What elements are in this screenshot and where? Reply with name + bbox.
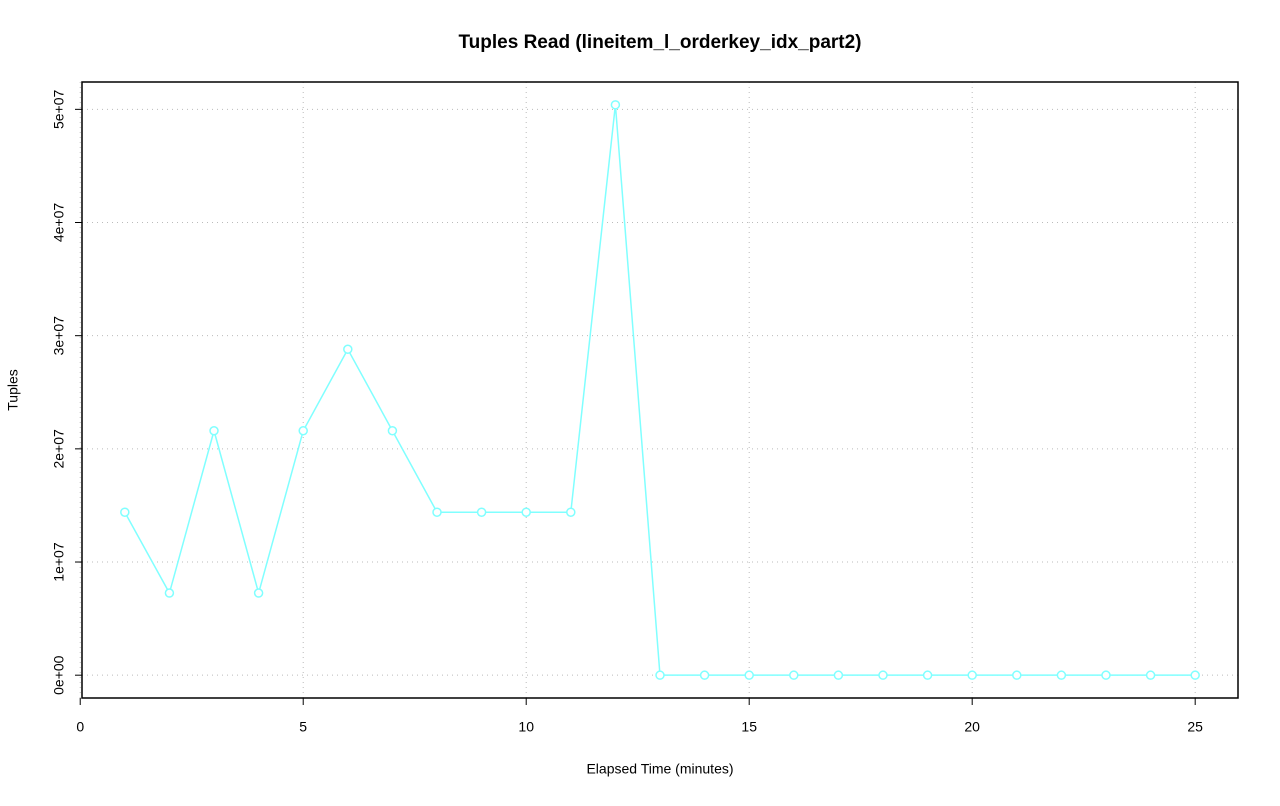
series-line	[124, 104, 1196, 676]
point	[1101, 670, 1111, 680]
point	[566, 507, 576, 517]
point	[476, 507, 487, 517]
point	[209, 425, 219, 436]
chart-title: Tuples Read (lineitem_l_orderkey_idx_par…	[458, 32, 861, 53]
y-tick-label: 3e+07	[51, 316, 67, 356]
point	[521, 507, 531, 517]
x-tick-label: 5	[299, 719, 307, 735]
y-axis-label: Tuples	[5, 369, 21, 411]
plot-frame	[81, 81, 1239, 699]
point	[878, 670, 888, 680]
y-tick-label: 4e+07	[51, 203, 67, 243]
y-tick-label: 2e+07	[51, 429, 67, 469]
x-tick-label: 0	[76, 719, 84, 735]
point	[744, 670, 754, 680]
point	[1056, 670, 1067, 680]
x-tick-label: 25	[1187, 719, 1203, 735]
x-tick-label: 20	[964, 719, 980, 735]
point	[253, 588, 264, 598]
point	[343, 344, 353, 355]
point	[1145, 670, 1156, 680]
point	[120, 507, 130, 517]
y-tick-label: 0e+00	[51, 655, 67, 695]
point	[298, 425, 308, 436]
point	[432, 507, 442, 517]
point	[387, 425, 398, 436]
y-tick-label: 1e+07	[51, 542, 67, 582]
point	[655, 670, 665, 680]
point	[1190, 670, 1200, 680]
point	[833, 670, 844, 680]
x-tick-label: 10	[518, 719, 534, 735]
point	[610, 100, 621, 110]
point	[967, 670, 977, 680]
x-axis-label: Elapsed Time (minutes)	[586, 761, 733, 777]
point	[164, 588, 175, 598]
point	[1012, 670, 1022, 680]
point	[699, 670, 710, 680]
point	[789, 670, 799, 680]
y-tick-label: 5e+07	[51, 89, 67, 129]
x-tick-label: 15	[741, 719, 757, 735]
point	[922, 670, 933, 680]
